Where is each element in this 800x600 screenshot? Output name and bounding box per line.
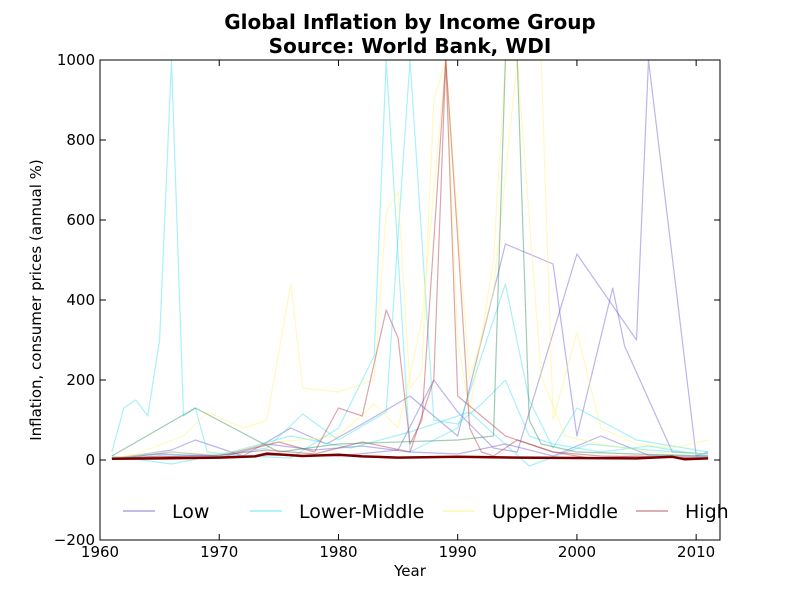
y-tick-label: 1000: [57, 51, 95, 69]
x-axis-label: Year: [393, 562, 427, 580]
legend-label-2: Upper-Middle: [492, 501, 618, 523]
y-tick-label: 0: [85, 451, 95, 469]
series-line-1-2: [111, 411, 709, 467]
y-axis-label: Inflation, consumer prices (annual %): [27, 159, 45, 441]
series-line-3-1: [111, 60, 709, 460]
series-line-3-0: [111, 60, 709, 460]
x-tick-label: 1980: [319, 543, 357, 561]
legend: Low Lower-Middle Upper-Middle High: [123, 501, 729, 523]
x-tick-label: 1960: [81, 543, 119, 561]
x-tick-label: 1970: [200, 543, 238, 561]
plot-area-frame: [99, 59, 721, 541]
series-line-1-1: [111, 60, 709, 459]
series-line-0-1: [111, 243, 709, 460]
series-line-2-0: [111, 60, 709, 459]
x-tick-label: 2000: [558, 543, 596, 561]
series-layer: [111, 60, 709, 467]
x-tick-label: 1990: [439, 543, 477, 561]
chart-title-line-2: Source: World Bank, WDI: [269, 34, 552, 58]
series-line-0-2: [111, 435, 709, 460]
axis-ticks: 1960 1970 1980 1990 2000 2010 −200 0 200 400 600 80…: [54, 51, 720, 561]
legend-label-1: Lower-Middle: [299, 501, 424, 523]
series-line-0-0: [111, 60, 709, 459]
legend-label-0: Low: [172, 501, 209, 523]
y-tick-label: 600: [66, 211, 95, 229]
legend-label-3: High: [685, 501, 729, 523]
x-tick-label: 2010: [677, 543, 715, 561]
y-tick-label: 800: [66, 131, 95, 149]
series-line-2-1: [111, 60, 709, 460]
series-line-4-0: [111, 60, 709, 457]
series-line-1-0: [111, 60, 709, 459]
y-tick-label: 200: [66, 371, 95, 389]
series-line-5-0: [111, 452, 709, 461]
chart-title-line-1: Global Inflation by Income Group: [224, 10, 596, 34]
y-tick-label: 400: [66, 291, 95, 309]
y-tick-label: −200: [54, 531, 95, 549]
